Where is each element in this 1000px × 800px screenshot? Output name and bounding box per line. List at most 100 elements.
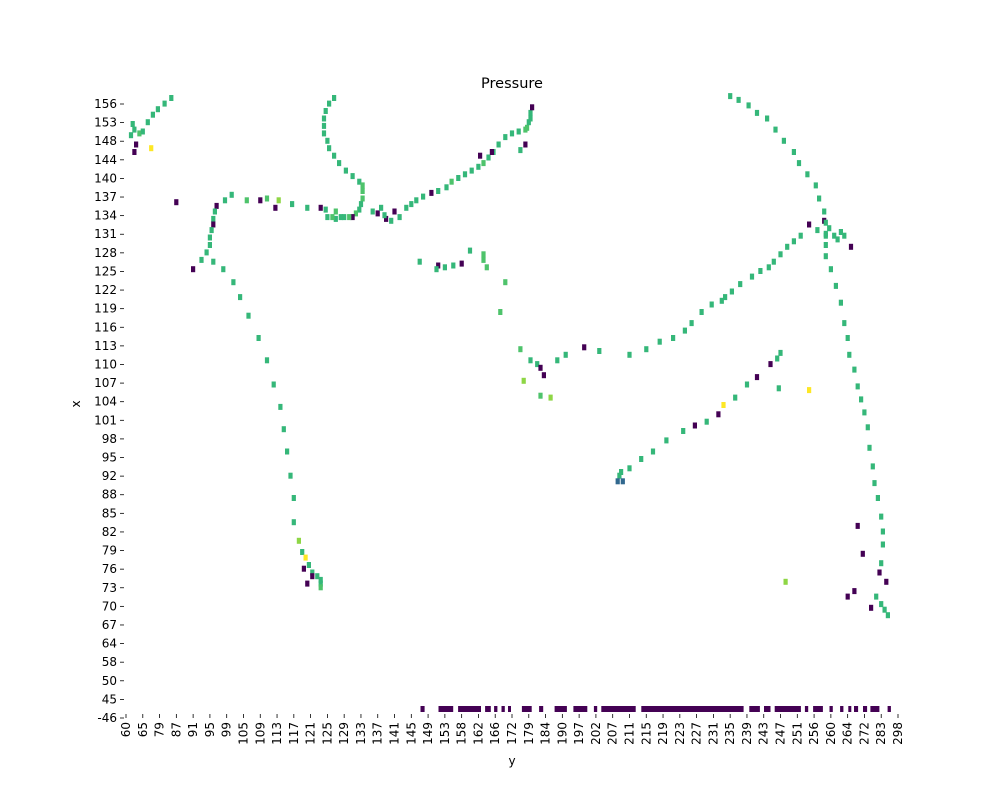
heatmap-cell — [300, 549, 305, 555]
heatmap-cell — [503, 279, 508, 286]
heatmap-cell — [290, 201, 295, 208]
x-tick-label: 179 — [522, 722, 536, 745]
heatmap-cell — [358, 201, 364, 208]
heatmap-cell — [573, 706, 588, 712]
heatmap-cell — [498, 309, 503, 315]
heatmap-cell — [641, 706, 744, 712]
heatmap-cell — [785, 243, 790, 250]
heatmap-cell — [306, 562, 311, 568]
x-tick-label: 125 — [320, 722, 334, 745]
heatmap-cell — [481, 160, 486, 167]
heatmap-cell — [258, 197, 263, 204]
heatmap-cell — [353, 210, 358, 217]
heatmap-cell — [211, 215, 216, 222]
heatmap-cell — [729, 288, 734, 295]
heatmap-cell — [879, 601, 884, 608]
heatmap-cell — [833, 282, 838, 289]
heatmap-cell — [518, 147, 523, 154]
y-tick-label: 95 — [102, 451, 117, 465]
heatmap-cell — [278, 403, 283, 410]
heatmap-cell — [318, 576, 323, 583]
heatmap-cell — [845, 335, 850, 341]
heatmap-cell — [489, 149, 494, 155]
heatmap-cell — [869, 604, 874, 611]
heatmap-cell — [887, 706, 891, 712]
heatmap-cell — [855, 522, 860, 529]
heatmap-cell — [321, 115, 327, 122]
heatmap-cell — [650, 448, 656, 455]
x-tick-label: 60 — [119, 722, 133, 737]
heatmap-cell — [132, 126, 137, 133]
heatmap-cell — [321, 130, 327, 137]
heatmap-cell — [582, 344, 587, 351]
heatmap-cell — [798, 232, 803, 239]
heatmap-cell — [783, 578, 788, 585]
heatmap-cell — [459, 260, 464, 267]
heatmap-cell — [476, 163, 481, 170]
x-tick-label: 235 — [723, 722, 737, 745]
heatmap-cell — [813, 706, 823, 712]
x-tick-label: 298 — [891, 722, 905, 745]
heatmap-cell — [145, 119, 150, 126]
heatmap-cells — [128, 93, 891, 712]
heatmap-cell — [350, 173, 355, 180]
heatmap-cell — [273, 204, 278, 211]
heatmap-cell — [496, 141, 501, 148]
x-tick-label: 272 — [857, 722, 871, 745]
y-tick-label: 98 — [102, 432, 117, 446]
y-tick-label: 107 — [94, 376, 117, 390]
heatmap-cell — [593, 706, 598, 712]
heatmap-cell — [134, 141, 139, 148]
heatmap-cell — [347, 214, 352, 221]
heatmap-cell — [671, 335, 676, 341]
heatmap-cell — [384, 215, 389, 222]
heatmap-cell — [805, 171, 810, 178]
heatmap-cell — [288, 472, 293, 479]
heatmap-cell — [620, 478, 625, 485]
heatmap-cell — [436, 262, 441, 269]
heatmap-cell — [709, 301, 714, 308]
heatmap-cell — [852, 588, 857, 595]
heatmap-cell — [765, 115, 770, 122]
heatmap-cell — [828, 266, 833, 273]
y-tick-label: 85 — [102, 506, 117, 520]
heatmap-cell — [880, 541, 885, 548]
heatmap-cell — [318, 580, 323, 587]
heatmap-cell — [484, 264, 489, 271]
y-tick-label: 140 — [94, 171, 117, 185]
heatmap-cell — [855, 383, 860, 390]
heatmap-cell — [421, 193, 426, 200]
x-tick-label: 211 — [622, 722, 636, 745]
heatmap-cell — [627, 351, 632, 358]
heatmap-cell — [554, 706, 567, 712]
heatmap-cell — [838, 229, 843, 235]
y-tick-label: 153 — [94, 116, 117, 130]
y-tick-label: 134 — [94, 209, 117, 223]
x-tick-label: 65 — [136, 722, 150, 737]
heatmap-cell — [736, 96, 741, 103]
x-tick-label: 141 — [388, 722, 402, 745]
heatmap-cell — [879, 513, 884, 520]
x-tick-label: 91 — [186, 722, 200, 737]
y-axis-label: x — [69, 400, 83, 407]
y-tick-label: 113 — [94, 339, 117, 353]
heatmap-cell — [379, 204, 384, 211]
x-tick-label: 149 — [421, 722, 435, 745]
heatmap-cell — [867, 444, 872, 451]
heatmap-cell — [214, 202, 219, 209]
heatmap-cell — [392, 208, 397, 215]
heatmap-cell — [817, 195, 822, 202]
x-tick-label: 260 — [824, 722, 838, 745]
x-tick-label: 190 — [555, 722, 569, 745]
x-tick-label: 145 — [404, 722, 418, 745]
x-tick-label: 166 — [488, 722, 502, 745]
y-axis-ticks: 156 153 148 144 140 137 134 131 128 125 122 119 116 1… — [94, 97, 124, 725]
heatmap-cell — [456, 175, 461, 181]
heatmap-cell — [501, 706, 505, 712]
x-tick-label: 243 — [757, 722, 771, 745]
heatmap-cell — [338, 214, 343, 221]
y-tick-label: 110 — [94, 357, 117, 371]
y-tick-label: 116 — [94, 320, 117, 334]
heatmap-cell — [874, 593, 879, 600]
